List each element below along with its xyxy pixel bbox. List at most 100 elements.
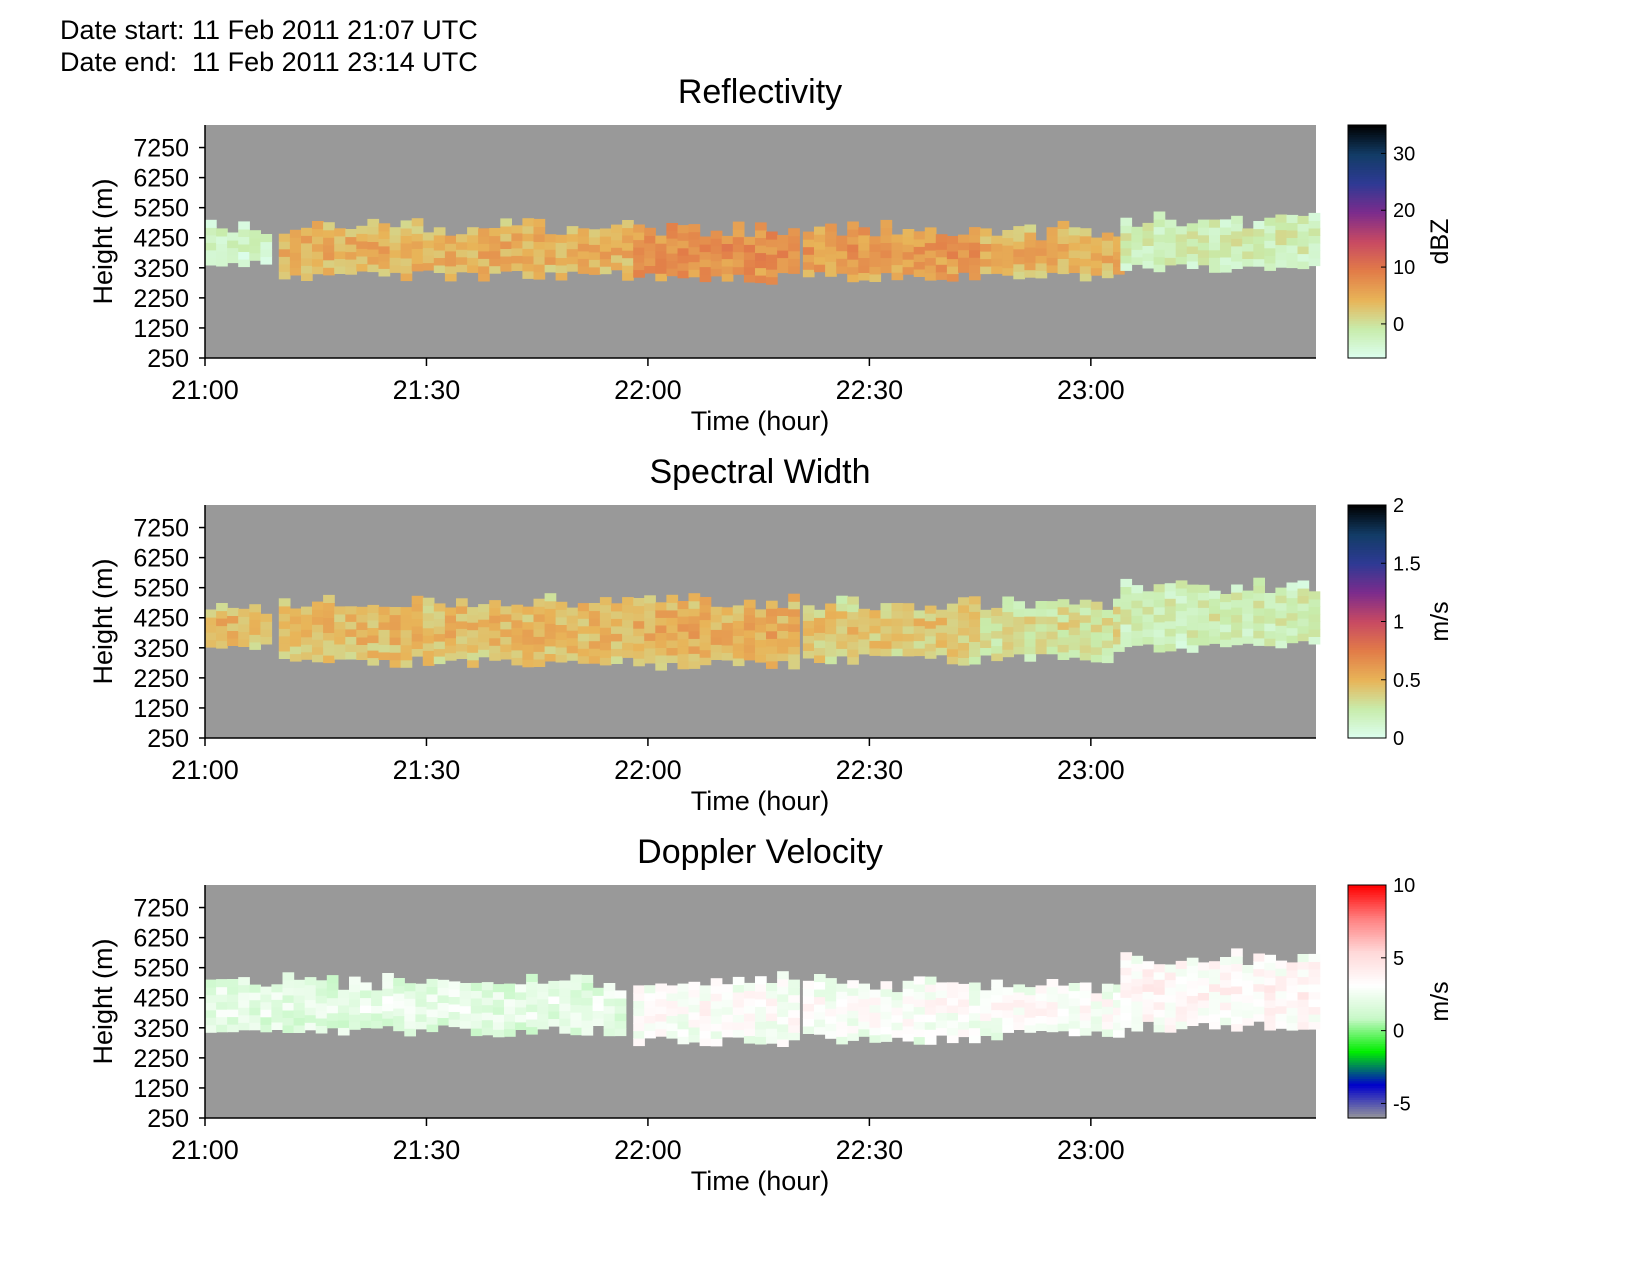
data-cell [721,637,734,646]
data-cell [869,1019,882,1028]
data-cell [492,1029,505,1038]
data-cell [1120,997,1133,1006]
data-cell [880,633,893,642]
data-cell [345,259,357,268]
data-cell [400,607,413,616]
data-cell [825,231,837,240]
data-cell [448,988,461,997]
data-cell [1209,227,1221,236]
data-cell [1253,637,1265,646]
data-cell [588,640,601,649]
colorbar-segment [1348,938,1386,942]
data-cell [1079,250,1092,259]
colorbar-segment [1348,1066,1386,1070]
data-cell [946,1012,959,1021]
data-cell [326,975,339,984]
data-cell [437,979,450,988]
data-cell [533,628,546,637]
data-cell [710,238,723,247]
data-cell [858,1021,870,1030]
data-cell [1002,634,1014,643]
data-cell [1286,260,1299,269]
data-cell [544,653,557,662]
data-cell [1153,614,1166,623]
data-cell [913,1014,926,1023]
data-cell [227,607,239,616]
data-cell [511,612,524,621]
data-cell [611,625,623,634]
data-cell [777,653,789,662]
data-cell [1068,234,1081,243]
y-tick-label: 4250 [133,985,189,1013]
data-cell [902,995,915,1004]
data-cell [249,611,261,620]
y-tick-label: 1250 [133,1075,189,1103]
colorbar-segment [1348,675,1386,679]
data-cell [847,1032,859,1041]
data-cell [732,266,745,275]
data-cell [293,979,306,988]
data-cell [360,1005,372,1014]
data-cell [456,635,468,644]
data-cell [500,628,512,637]
data-cell [777,645,789,654]
data-cell [858,998,870,1007]
data-cell [581,974,594,983]
data-cell [688,608,701,617]
data-cell [227,240,239,249]
data-cell [1209,605,1221,614]
colorbar-segment [1348,148,1386,152]
data-cell [913,633,926,642]
data-cell [1079,644,1092,653]
data-cell [1002,1024,1014,1033]
data-cell [411,610,424,619]
doppler-velocity-x-axis-label: Time (hour) [691,1166,830,1196]
data-cell [588,618,601,627]
data-cell [1057,606,1070,615]
data-cell [1308,235,1321,244]
data-cell [980,1012,992,1021]
data-cell [227,1001,239,1010]
data-cell [891,610,904,619]
data-cell [599,634,612,643]
data-cell [1264,600,1276,609]
data-cell [958,249,970,258]
data-cell [836,998,848,1007]
colorbar-segment [1348,943,1386,947]
data-cell [289,638,302,647]
y-tick-label: 3250 [133,255,189,283]
data-cell [732,1014,745,1023]
data-cell [710,629,723,638]
data-cell [969,648,981,657]
data-cell [282,972,295,981]
data-cell [958,1006,970,1015]
data-cell [581,1012,594,1021]
data-cell [437,987,450,996]
data-cell [991,1009,1003,1018]
data-cell [566,248,579,257]
data-cell [566,652,579,661]
data-cell [1253,251,1265,260]
data-cell [1264,255,1276,264]
data-cell [489,652,501,661]
data-cell [422,642,435,651]
data-cell [326,1005,339,1014]
data-cell [847,221,859,230]
data-cell [360,997,372,1006]
data-cell [378,636,391,645]
data-cell [622,649,634,658]
colorbar-segment [1348,514,1386,518]
data-cell [315,987,328,996]
data-cell [710,993,723,1002]
data-cell [378,245,391,254]
data-cell [349,1021,361,1030]
data-cell [360,1020,372,1029]
y-tick-label: 3250 [133,1015,189,1043]
data-cell [655,609,667,618]
data-cell [958,234,970,243]
data-cell [1153,986,1166,995]
data-cell [577,250,590,259]
data-cell [743,1013,756,1022]
